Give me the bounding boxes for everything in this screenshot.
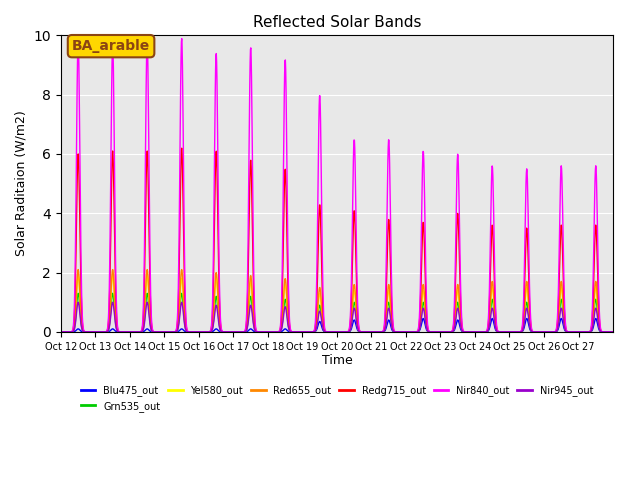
Grn535_out [67, 329, 75, 335]
Blu475_out [438, 329, 445, 335]
Nir945_out [57, 329, 65, 335]
Grn535_out [340, 329, 348, 335]
Line: Grn535_out: Grn535_out [61, 293, 613, 332]
Grn535_out [156, 329, 164, 335]
Red655_out [438, 329, 445, 335]
Blu475_out [67, 329, 75, 335]
Nir840_out [438, 329, 445, 335]
Red655_out [340, 329, 348, 335]
Blu475_out [339, 329, 347, 335]
Yel580_out [57, 329, 65, 335]
Blu475_out [57, 329, 65, 335]
Redg715_out [307, 329, 315, 335]
Line: Nir840_out: Nir840_out [61, 38, 613, 332]
Nir840_out [340, 329, 348, 335]
Blu475_out [592, 316, 600, 322]
Redg715_out [609, 329, 617, 335]
Yel580_out [574, 329, 582, 335]
Grn535_out [74, 290, 82, 296]
Title: Reflected Solar Bands: Reflected Solar Bands [253, 15, 421, 30]
Nir840_out [609, 329, 617, 335]
Yel580_out [609, 329, 617, 335]
X-axis label: Time: Time [321, 354, 353, 367]
Nir840_out [156, 329, 163, 335]
Nir840_out [307, 329, 315, 335]
Redg715_out [178, 145, 186, 151]
Grn535_out [438, 329, 445, 335]
Nir840_out [178, 36, 186, 41]
Line: Nir945_out: Nir945_out [61, 302, 613, 332]
Redg715_out [57, 329, 65, 335]
Grn535_out [307, 329, 315, 335]
Nir945_out [74, 300, 82, 305]
Red655_out [609, 329, 617, 335]
Nir945_out [156, 329, 164, 335]
Line: Red655_out: Red655_out [61, 270, 613, 332]
Nir945_out [340, 329, 348, 335]
Yel580_out [156, 329, 164, 335]
Legend: Blu475_out, Grn535_out, Yel580_out, Red655_out, Redg715_out, Nir840_out, Nir945_: Blu475_out, Grn535_out, Yel580_out, Red6… [77, 381, 597, 416]
Line: Yel580_out: Yel580_out [61, 276, 613, 332]
Nir945_out [67, 329, 75, 335]
Nir945_out [307, 329, 315, 335]
Red655_out [57, 329, 65, 335]
Nir840_out [574, 329, 582, 335]
Line: Blu475_out: Blu475_out [61, 319, 613, 332]
Nir840_out [57, 329, 65, 335]
Text: BA_arable: BA_arable [72, 39, 150, 53]
Blu475_out [609, 329, 617, 335]
Yel580_out [67, 329, 75, 335]
Redg715_out [574, 329, 582, 335]
Grn535_out [609, 329, 617, 335]
Y-axis label: Solar Raditaion (W/m2): Solar Raditaion (W/m2) [15, 111, 28, 256]
Nir945_out [574, 329, 582, 335]
Red655_out [67, 329, 75, 335]
Blu475_out [573, 329, 581, 335]
Redg715_out [340, 329, 348, 335]
Red655_out [307, 329, 315, 335]
Redg715_out [438, 329, 445, 335]
Redg715_out [67, 329, 75, 335]
Grn535_out [574, 329, 582, 335]
Red655_out [74, 267, 82, 273]
Nir945_out [609, 329, 617, 335]
Line: Redg715_out: Redg715_out [61, 148, 613, 332]
Red655_out [156, 329, 164, 335]
Blu475_out [307, 329, 314, 335]
Yel580_out [438, 329, 445, 335]
Blu475_out [156, 329, 163, 335]
Yel580_out [340, 329, 348, 335]
Redg715_out [156, 329, 163, 335]
Red655_out [574, 329, 582, 335]
Grn535_out [57, 329, 65, 335]
Yel580_out [74, 273, 82, 278]
Yel580_out [307, 329, 315, 335]
Nir840_out [67, 329, 75, 335]
Nir945_out [438, 329, 445, 335]
